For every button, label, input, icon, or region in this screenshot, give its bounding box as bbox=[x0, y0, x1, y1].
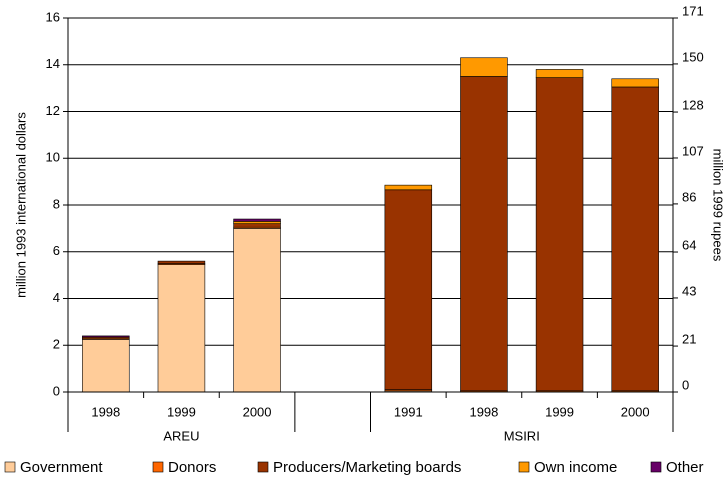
x-tick-label: 1998 bbox=[469, 404, 498, 419]
y-axis-label: million 1993 international dollars bbox=[13, 112, 28, 298]
y-tick-label: 4 bbox=[53, 290, 60, 305]
y-tick-label: 12 bbox=[46, 103, 60, 118]
x-tick-label: 2000 bbox=[621, 404, 650, 419]
x-tick-label: 1998 bbox=[91, 404, 120, 419]
y-tick-label: 8 bbox=[53, 196, 60, 211]
bar-segment bbox=[611, 86, 659, 392]
y2-tick-label: 0 bbox=[682, 377, 689, 392]
y-tick-label: 0 bbox=[53, 383, 60, 398]
x-tick-label: 1991 bbox=[394, 404, 423, 419]
bar-segment bbox=[611, 78, 659, 88]
x-tick-label: 1999 bbox=[545, 404, 574, 419]
legend-swatch bbox=[257, 461, 269, 473]
y2-tick-label: 64 bbox=[682, 237, 696, 252]
legend-swatch bbox=[518, 461, 530, 473]
bar-segment bbox=[460, 76, 508, 392]
bar-segment bbox=[157, 264, 206, 393]
y2-tick-label: 107 bbox=[682, 143, 704, 158]
y2-tick-label: 21 bbox=[682, 332, 696, 347]
bar-segment bbox=[82, 335, 130, 338]
y2-axis-label: million 1999 rupees bbox=[711, 149, 726, 262]
legend-swatch bbox=[152, 461, 164, 473]
group-label: MSIRI bbox=[504, 428, 540, 443]
x-tick-label: 1999 bbox=[167, 404, 196, 419]
legend-label: Own income bbox=[534, 459, 617, 476]
y-tick-label: 10 bbox=[46, 150, 60, 165]
legend-label: Donors bbox=[168, 459, 216, 476]
bar-segment bbox=[157, 260, 206, 264]
y2-tick-label: 171 bbox=[682, 3, 704, 18]
group-label: AREU bbox=[163, 428, 199, 443]
bar-segment bbox=[233, 228, 281, 393]
legend-swatch bbox=[650, 461, 662, 473]
y-tick-label: 2 bbox=[53, 337, 60, 352]
bar-segment bbox=[384, 189, 433, 390]
legend-swatch bbox=[4, 461, 16, 473]
y-tick-label: 16 bbox=[46, 9, 60, 24]
bar-segment bbox=[233, 218, 281, 222]
bar-segment bbox=[384, 184, 433, 191]
y2-tick-label: 128 bbox=[682, 97, 704, 112]
bar-segment bbox=[460, 57, 508, 77]
y-tick-label: 6 bbox=[53, 243, 60, 258]
y2-tick-label: 43 bbox=[682, 283, 696, 298]
y-tick-label: 14 bbox=[46, 56, 60, 71]
legend-label: Other bbox=[666, 459, 704, 476]
bar-segment bbox=[535, 69, 584, 78]
bar-segment bbox=[233, 221, 281, 225]
bar-segment bbox=[535, 77, 584, 392]
bar-segment bbox=[233, 223, 281, 228]
bar-segment bbox=[82, 339, 130, 393]
legend-label: Producers/Marketing boards bbox=[273, 459, 461, 476]
y2-tick-label: 86 bbox=[682, 189, 696, 204]
legend-label: Government bbox=[20, 459, 103, 476]
y2-tick-label: 150 bbox=[682, 49, 704, 64]
x-tick-label: 2000 bbox=[243, 404, 272, 419]
